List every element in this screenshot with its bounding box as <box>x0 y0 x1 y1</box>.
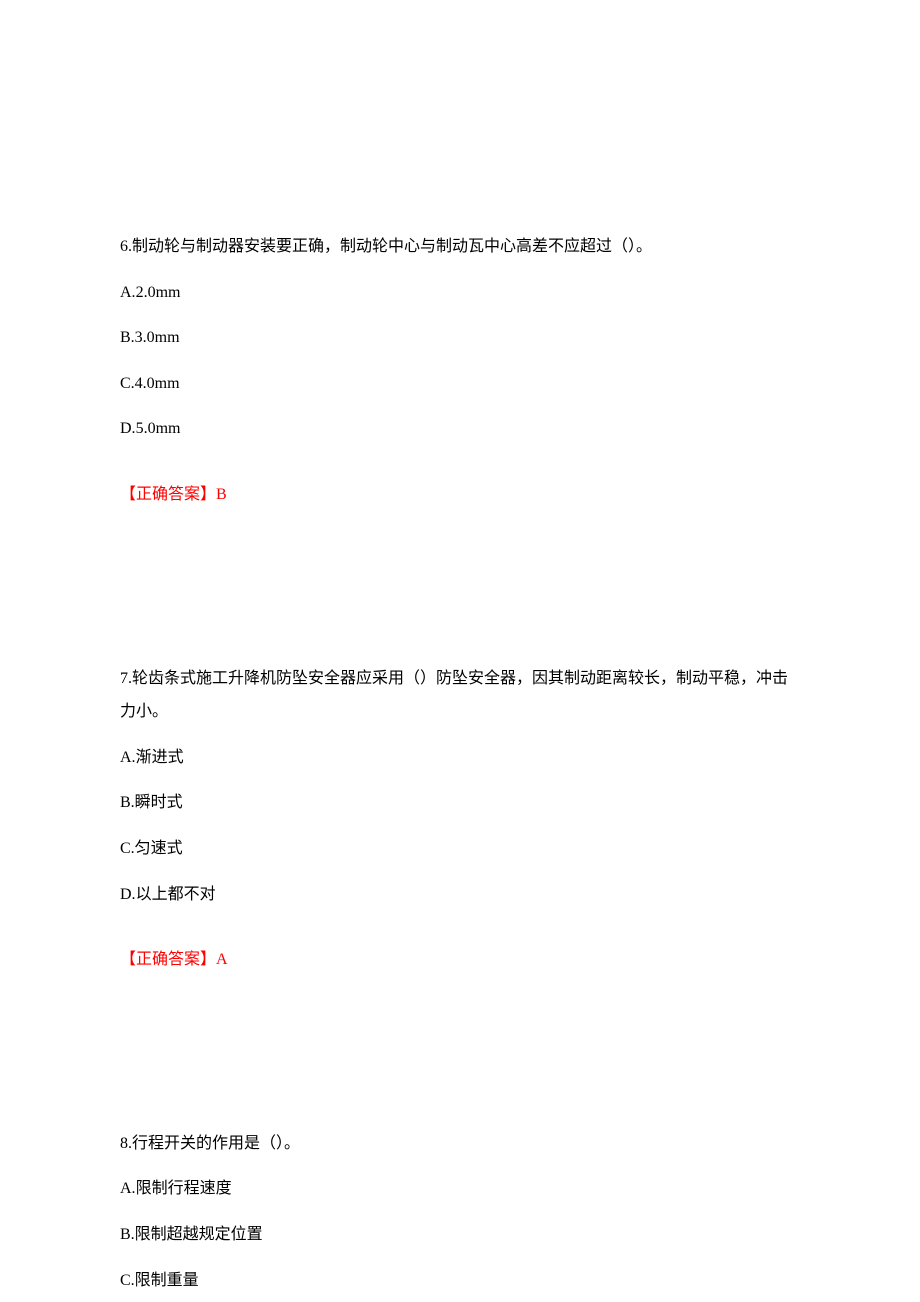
option-text: 以上都不对 <box>136 886 216 903</box>
option-b: B.限制超越规定位置 <box>120 1218 800 1252</box>
option-label: D. <box>120 886 136 903</box>
option-a: A.限制行程速度 <box>120 1172 800 1206</box>
question-block-7: 7.轮齿条式施工升降机防坠安全器应采用（）防坠安全器，因其制动距离较长，制动平稳… <box>120 662 800 977</box>
option-text: 限制重量 <box>135 1272 199 1289</box>
option-c: C.限制重量 <box>120 1264 800 1298</box>
option-c: C.匀速式 <box>120 832 800 866</box>
option-label: C. <box>120 840 135 857</box>
option-text: 限制行程速度 <box>136 1180 232 1197</box>
question-stem: 8.行程开关的作用是（）。 <box>120 1127 800 1161</box>
option-label: C. <box>120 375 135 392</box>
option-label: A. <box>120 284 136 301</box>
option-label: D. <box>120 420 136 437</box>
answer-line: 【正确答案】A <box>120 943 800 977</box>
option-label: A. <box>120 1180 136 1197</box>
option-text: 瞬时式 <box>135 794 183 811</box>
option-label: B. <box>120 794 135 811</box>
question-block-6: 6.制动轮与制动器安装要正确，制动轮中心与制动瓦中心高差不应超过（）。 A.2.… <box>120 230 800 512</box>
option-b: B.3.0mm <box>120 321 800 355</box>
answer-value: B <box>216 486 227 503</box>
option-d: D.5.0mm <box>120 412 800 446</box>
question-block-8: 8.行程开关的作用是（）。 A.限制行程速度 B.限制超越规定位置 C.限制重量 <box>120 1127 800 1297</box>
option-c: C.4.0mm <box>120 367 800 401</box>
option-text: 2.0mm <box>136 284 181 301</box>
question-text-content: 行程开关的作用是（）。 <box>132 1135 300 1152</box>
option-b: B.瞬时式 <box>120 786 800 820</box>
question-number: 8. <box>120 1135 132 1152</box>
question-stem: 7.轮齿条式施工升降机防坠安全器应采用（）防坠安全器，因其制动距离较长，制动平稳… <box>120 662 800 729</box>
option-label: B. <box>120 1226 135 1243</box>
option-text: 4.0mm <box>135 375 180 392</box>
option-text: 匀速式 <box>135 840 183 857</box>
option-a: A.渐进式 <box>120 741 800 775</box>
option-text: 限制超越规定位置 <box>135 1226 263 1243</box>
option-label: B. <box>120 329 135 346</box>
option-text: 3.0mm <box>135 329 180 346</box>
answer-label: 【正确答案】 <box>120 951 216 968</box>
option-label: C. <box>120 1272 135 1289</box>
option-label: A. <box>120 749 136 766</box>
option-d: D.以上都不对 <box>120 878 800 912</box>
question-text-content: 制动轮与制动器安装要正确，制动轮中心与制动瓦中心高差不应超过（）。 <box>132 238 652 255</box>
answer-value: A <box>216 951 228 968</box>
question-number: 7. <box>120 670 132 687</box>
question-number: 6. <box>120 238 132 255</box>
answer-line: 【正确答案】B <box>120 478 800 512</box>
question-text-content: 轮齿条式施工升降机防坠安全器应采用（）防坠安全器，因其制动距离较长，制动平稳，冲… <box>120 670 788 721</box>
document-page: 6.制动轮与制动器安装要正确，制动轮中心与制动瓦中心高差不应超过（）。 A.2.… <box>0 0 920 1297</box>
answer-label: 【正确答案】 <box>120 486 216 503</box>
option-text: 渐进式 <box>136 749 184 766</box>
option-a: A.2.0mm <box>120 276 800 310</box>
option-text: 5.0mm <box>136 420 181 437</box>
question-stem: 6.制动轮与制动器安装要正确，制动轮中心与制动瓦中心高差不应超过（）。 <box>120 230 800 264</box>
